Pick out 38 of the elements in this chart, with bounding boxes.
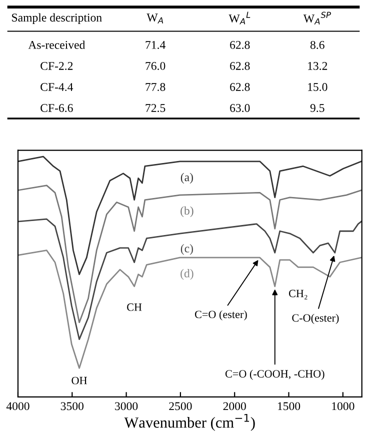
text: 9.5: [310, 104, 324, 112]
text: CF-6.6: [40, 104, 73, 112]
annotation: C=O (ester): [194, 310, 247, 320]
text: 8.6: [310, 40, 324, 49]
text: Sample description: [12, 13, 102, 24]
text: 72.5: [146, 104, 166, 112]
text: 15.0: [308, 82, 328, 92]
text: 62.8: [230, 62, 250, 70]
x-tick-label: 1500: [278, 402, 300, 410]
text: 63.0: [230, 104, 250, 112]
text: CF-2.2: [40, 62, 73, 70]
text: 71.4: [146, 41, 166, 49]
text: 62.8: [230, 82, 250, 92]
x-tick-label: 2000: [223, 402, 246, 410]
text: 62.8: [230, 40, 250, 49]
text: W$_{A}$$^{L}$: [228, 12, 250, 24]
series-label: (b): [180, 206, 194, 218]
text: W$_{A}$: [146, 14, 164, 24]
text: W$_{A}$$^{SP}$: [303, 12, 331, 24]
annotation: C-O(ester): [292, 314, 339, 324]
annotation: CH: [127, 303, 142, 311]
x-tick-label: 1000: [332, 402, 354, 410]
x-axis-title: Wavenumber (cm$^{−1}$): [124, 414, 255, 431]
text: 13.2: [308, 62, 328, 70]
annotation: OH: [72, 376, 87, 384]
text: 77.8: [146, 82, 166, 92]
text: As-received: [28, 40, 86, 49]
x-tick-label: 2500: [169, 402, 192, 410]
series-label: (c): [180, 244, 193, 255]
text: CF-4.4: [40, 83, 74, 92]
series-label: (a): [180, 172, 193, 184]
x-tick-label: 3500: [60, 402, 84, 410]
text: 76.0: [146, 62, 166, 70]
series-label: (d): [180, 269, 194, 280]
x-tick-label: 3000: [115, 402, 138, 410]
annotation: CH₂: [288, 290, 308, 300]
annotation: C=O (-COOH, -CHO): [225, 370, 324, 380]
x-tick-label: 4000: [6, 402, 30, 410]
